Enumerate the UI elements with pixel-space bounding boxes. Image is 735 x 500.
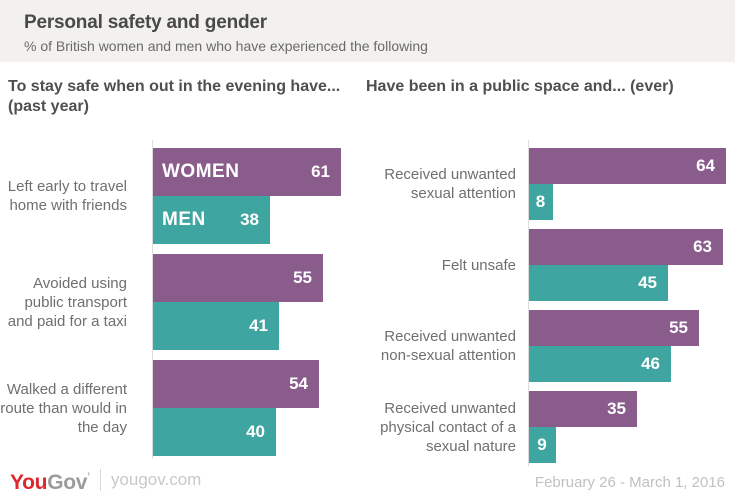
bar-pair: 55 46 xyxy=(528,310,699,382)
bar-value: 54 xyxy=(289,374,308,393)
bar-pair: 54 40 xyxy=(152,360,319,456)
bar-group: Felt unsafe 63 45 xyxy=(358,229,735,301)
category-label: Avoided using public transport and paid … xyxy=(7,274,127,330)
chart-left-section: To stay safe when out in the evening hav… xyxy=(0,62,358,463)
bar-value: 35 xyxy=(607,399,626,418)
yougov-logo: YouGov’ yougov.com xyxy=(10,466,201,494)
bar-value: 55 xyxy=(293,268,312,287)
chart-right-section: Have been in a public space and... (ever… xyxy=(358,62,735,466)
y-axis-line xyxy=(528,140,529,466)
bar-value: 55 xyxy=(669,318,688,337)
bar-value: 8 xyxy=(535,192,546,211)
bar-value: 64 xyxy=(696,156,715,175)
bar-value: 38 xyxy=(240,210,259,229)
bar-value: 46 xyxy=(641,354,660,373)
bar-group: Walked a different route than would in t… xyxy=(0,360,358,456)
bar-value: 9 xyxy=(537,435,547,454)
men-bar: 45 xyxy=(528,265,668,301)
header-band: Personal safety and gender % of British … xyxy=(0,0,735,62)
women-bar: 35 xyxy=(528,391,637,427)
men-bar: 8 xyxy=(528,184,553,220)
bar-group: Received unwanted non-sexual attention 55… xyxy=(358,310,735,382)
category-label: Received unwanted non-sexual attention xyxy=(380,328,516,364)
series-label-men: MEN xyxy=(162,209,206,230)
men-bar: MEN 38 xyxy=(152,196,270,244)
bar-value: 41 xyxy=(249,316,268,335)
bar-pair: 64 8 xyxy=(528,148,726,220)
logo-trademark: ’ xyxy=(87,471,90,483)
logo-you: You xyxy=(10,471,48,494)
survey-date: February 26 - March 1, 2016 xyxy=(534,474,725,491)
women-bar: 55 xyxy=(152,254,323,302)
bar-value: 40 xyxy=(246,422,265,441)
women-bar: 55 xyxy=(528,310,699,346)
chart-left-plot: Left early to travel home with friends WO… xyxy=(0,140,358,459)
bar-value: 63 xyxy=(693,237,712,256)
page-title: Personal safety and gender xyxy=(24,12,267,33)
bar-pair: 63 45 xyxy=(528,229,723,301)
category-label: Left early to travel home with friends xyxy=(7,178,127,214)
men-bar: 40 xyxy=(152,408,276,456)
logo-gov: Gov xyxy=(47,471,88,494)
y-axis-line xyxy=(152,140,153,459)
women-bar: 64 xyxy=(528,148,726,184)
category-label: Received unwanted sexual attention xyxy=(384,166,516,202)
bar-group: Received unwanted physical contact of a … xyxy=(358,391,735,463)
footer: YouGov’ yougov.com February 26 - March 1… xyxy=(10,466,725,494)
bar-value: 45 xyxy=(638,273,657,292)
bar-value: 61 xyxy=(311,162,330,181)
men-bar: 9 xyxy=(528,427,556,463)
yougov-site: yougov.com xyxy=(110,470,202,489)
page-subtitle: % of British women and men who have expe… xyxy=(24,38,428,54)
bar-pair: 35 9 xyxy=(528,391,637,463)
men-bar: 41 xyxy=(152,302,279,350)
bar-pair: WOMEN 61 MEN 38 xyxy=(152,148,341,244)
category-label: Received unwanted physical contact of a … xyxy=(380,399,516,455)
women-bar: 54 xyxy=(152,360,319,408)
women-bar: 63 xyxy=(528,229,723,265)
category-label: Walked a different route than would in t… xyxy=(0,380,127,436)
category-label: Felt unsafe xyxy=(441,256,516,274)
chart-right-title: Have been in a public space and... (ever… xyxy=(366,78,674,95)
women-bar: WOMEN 61 xyxy=(152,148,341,196)
yougov-wordmark: YouGov’ xyxy=(10,466,90,494)
bar-pair: 55 41 xyxy=(152,254,323,350)
bar-group: Left early to travel home with friends WO… xyxy=(0,148,358,244)
series-label-women: WOMEN xyxy=(162,161,240,182)
chart-left-title: To stay safe when out in the evening hav… xyxy=(8,78,341,115)
chart-right-plot: Received unwanted sexual attention 64 8 Fel… xyxy=(358,140,735,466)
bar-group: Received unwanted sexual attention 64 8 xyxy=(358,148,735,220)
bar-group: Avoided using public transport and paid … xyxy=(0,254,358,350)
charts-area: To stay safe when out in the evening hav… xyxy=(0,62,735,466)
men-bar: 46 xyxy=(528,346,671,382)
logo-divider xyxy=(99,469,101,491)
